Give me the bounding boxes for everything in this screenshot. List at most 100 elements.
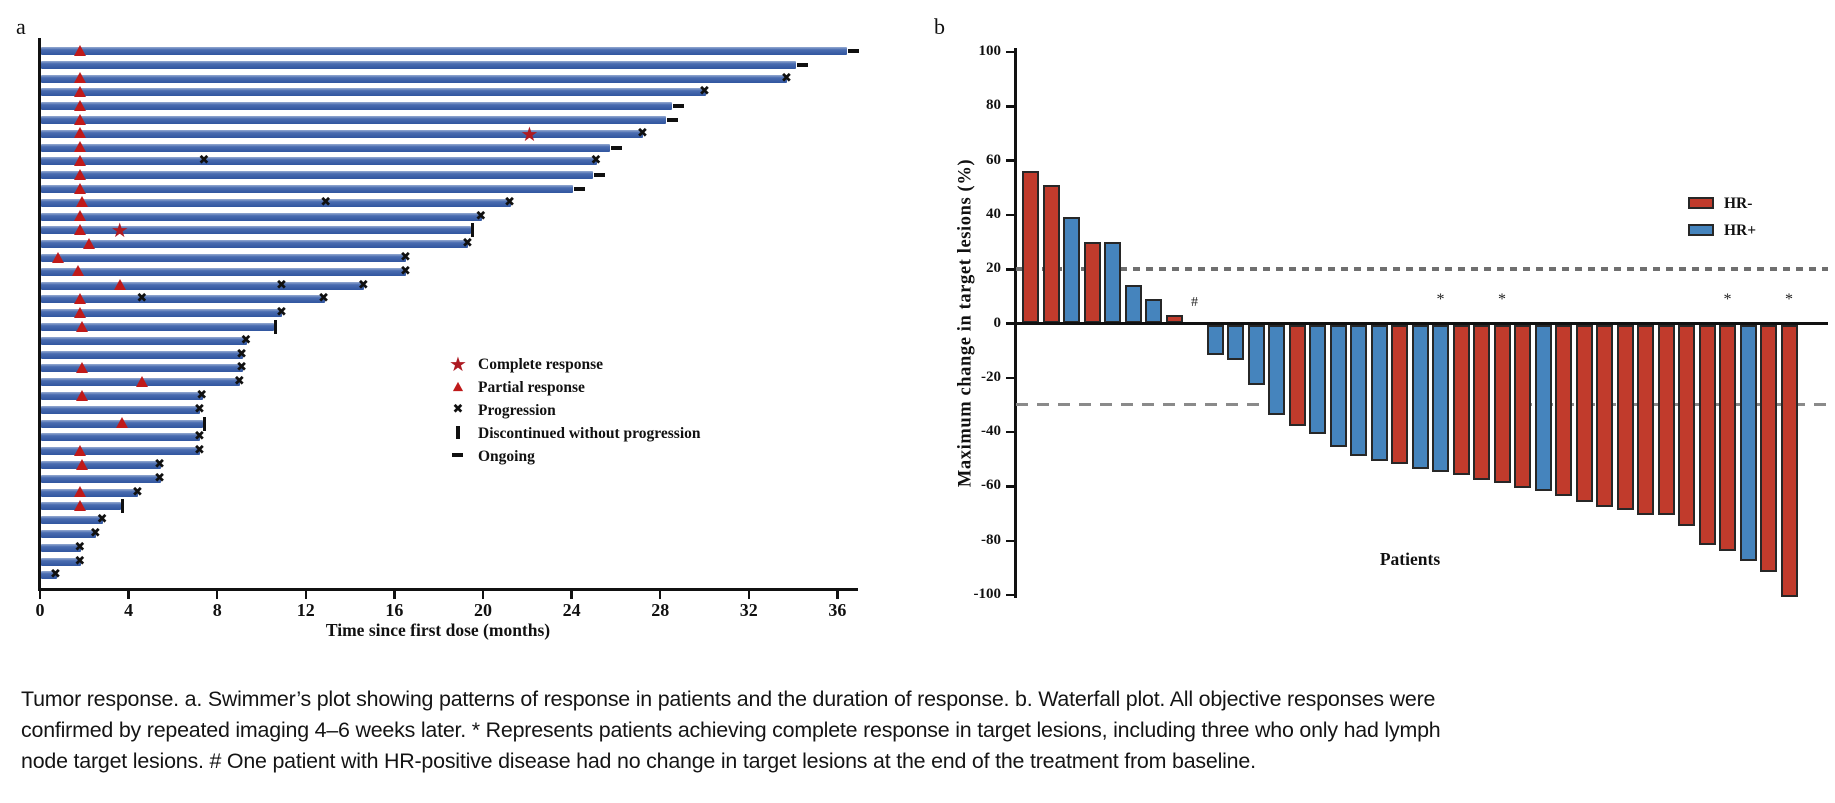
progression-icon: ✖ bbox=[275, 277, 287, 293]
swimmer-bar bbox=[41, 267, 407, 276]
complete-response-asterisk-annotation: * bbox=[1723, 291, 1732, 308]
swimmer-bar bbox=[41, 530, 97, 538]
progression-icon: ✖ bbox=[74, 539, 86, 555]
y-axis-tick bbox=[1005, 322, 1014, 325]
swimmer-bar bbox=[41, 447, 201, 456]
swimmer-x-axis-title: Time since first dose (months) bbox=[325, 620, 551, 640]
legend-swatch-hr+ bbox=[1688, 224, 1714, 236]
swimmer-bar bbox=[41, 392, 203, 400]
partial-response-icon bbox=[73, 210, 86, 222]
swimmer-bar bbox=[41, 557, 81, 566]
swimmer-bar bbox=[41, 129, 644, 138]
y-axis-tick-label: 60 bbox=[986, 151, 1001, 168]
progression-icon: ✖ bbox=[400, 250, 411, 265]
swimmer-x-axis-line bbox=[38, 588, 858, 591]
x-axis-tick bbox=[747, 590, 751, 599]
figure-caption: Tumor response. a. Swimmer’s plot showin… bbox=[21, 684, 1817, 777]
progression-icon: ✖ bbox=[699, 84, 710, 100]
progression-icon: ✖ bbox=[194, 401, 205, 417]
ongoing-icon bbox=[573, 187, 585, 191]
legend-a-item: Ongoing bbox=[448, 446, 778, 468]
y-axis-tick bbox=[1005, 105, 1014, 108]
y-axis-tick bbox=[1005, 593, 1014, 597]
progression-icon: ✖ bbox=[637, 125, 648, 141]
ongoing-icon bbox=[666, 118, 678, 122]
y-axis-tick-label: -60 bbox=[981, 477, 1001, 494]
swimmer-bar bbox=[41, 88, 706, 97]
progression-icon: ✖ bbox=[400, 263, 411, 279]
partial-response-icon bbox=[73, 499, 86, 511]
legend-a-item: Partial response bbox=[448, 377, 778, 399]
partial-response-icon bbox=[76, 458, 89, 470]
progression-icon: ✖ bbox=[194, 429, 205, 445]
y-axis-tick bbox=[1005, 213, 1014, 217]
waterfall-bar bbox=[1124, 284, 1142, 324]
progression-icon: ✖ bbox=[96, 512, 108, 528]
legend-a-label: Progression bbox=[478, 402, 556, 419]
partial-response-icon bbox=[73, 141, 86, 153]
waterfall-bar bbox=[1514, 324, 1531, 489]
legend-swatch-hr- bbox=[1688, 197, 1714, 209]
x-axis-tick-label: 0 bbox=[35, 600, 45, 620]
swimmer-y-axis-line bbox=[38, 38, 41, 590]
legend-a-label: Partial response bbox=[478, 379, 585, 396]
progression-icon: ✖ bbox=[154, 470, 166, 486]
progression-icon: ✖ bbox=[357, 277, 369, 293]
progression-icon: ✖ bbox=[504, 194, 516, 210]
y-axis-tick-label: 80 bbox=[986, 97, 1001, 114]
partial-response-icon bbox=[73, 486, 86, 498]
partial-response-icon bbox=[76, 196, 89, 208]
y-axis-tick-label: -20 bbox=[981, 368, 1001, 385]
discontinued-icon bbox=[273, 320, 278, 334]
swimmer-bar bbox=[41, 240, 469, 249]
progression-icon: ✖ bbox=[462, 236, 473, 252]
legend-a-label: Ongoing bbox=[478, 448, 535, 465]
x-axis-tick bbox=[304, 590, 308, 599]
progression-x-icon: ✖ bbox=[452, 402, 464, 417]
y-axis-tick bbox=[1005, 539, 1014, 542]
x-axis-tick-label: 28 bbox=[651, 600, 670, 620]
y-axis-tick bbox=[1005, 268, 1014, 271]
swimmer-bar bbox=[41, 198, 511, 207]
progression-icon: ✖ bbox=[136, 291, 148, 307]
progression-icon: ✖ bbox=[132, 484, 143, 500]
waterfall-bar bbox=[1329, 324, 1347, 448]
waterfall-bar bbox=[1350, 324, 1367, 456]
swimmer-bar bbox=[41, 143, 611, 152]
waterfall-bar bbox=[1227, 324, 1244, 361]
waterfall-bar bbox=[1206, 324, 1224, 356]
progression-icon: ✖ bbox=[236, 360, 248, 376]
partial-response-icon bbox=[73, 99, 86, 111]
swimmer-bar bbox=[41, 281, 365, 290]
waterfall-bar bbox=[1309, 324, 1326, 434]
partial-response-icon bbox=[73, 306, 86, 318]
swimmer-bar bbox=[41, 309, 283, 318]
partial-response-icon bbox=[73, 292, 86, 304]
ongoing-icon bbox=[611, 145, 623, 150]
waterfall-bar bbox=[1411, 324, 1429, 470]
x-axis-tick bbox=[38, 590, 42, 599]
waterfall-bar bbox=[1247, 324, 1265, 385]
legend-a-label: Complete response bbox=[478, 356, 603, 373]
x-axis-tick-label: 16 bbox=[385, 600, 404, 620]
ongoing-dash-icon bbox=[452, 453, 463, 457]
waterfall-bar bbox=[1719, 324, 1736, 551]
x-axis-tick-label: 20 bbox=[474, 600, 492, 620]
x-axis-tick bbox=[481, 590, 485, 599]
ongoing-icon bbox=[593, 173, 605, 178]
waterfall-bar bbox=[1268, 324, 1285, 415]
progression-icon: ✖ bbox=[318, 291, 329, 307]
waterfall-bar bbox=[1022, 170, 1039, 324]
x-axis-tick-label: 8 bbox=[212, 600, 222, 620]
partial-response-icon bbox=[73, 85, 86, 97]
ongoing-icon bbox=[797, 62, 809, 67]
waterfall-bar bbox=[1678, 324, 1695, 527]
x-axis-tick-label: 24 bbox=[562, 600, 581, 620]
waterfall-bar bbox=[1760, 324, 1777, 573]
y-axis-tick-label: -80 bbox=[981, 531, 1001, 548]
legend-a: ★ Complete response Partial response ✖ Progr… bbox=[448, 354, 778, 484]
progression-icon: ✖ bbox=[233, 374, 245, 390]
caption-line-2: confirmed by repeated imaging 4–6 weeks … bbox=[21, 718, 1441, 742]
y-axis-tick bbox=[1005, 376, 1014, 380]
